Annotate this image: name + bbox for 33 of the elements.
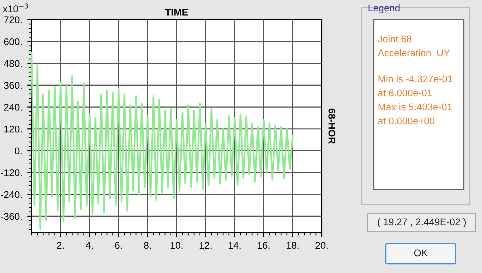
text: Acceleration UY <box>378 49 450 57</box>
x-tick-label: 12. <box>200 242 212 249</box>
text: at 0.000e+00 <box>378 118 435 125</box>
y-tick-label: 600. <box>4 38 22 46</box>
x-tick-label: 16. <box>258 242 270 250</box>
chart-title: TIME <box>165 9 188 16</box>
y-tick-label: 480. <box>4 60 22 68</box>
x-tick-label: 20. <box>316 242 328 250</box>
text: OK <box>414 250 428 257</box>
text: ( 19.27 , 2.449E-02 ) <box>378 218 466 228</box>
y-tick-label: 720. <box>4 16 22 24</box>
x-tick-label: 14. <box>228 242 241 249</box>
y-axis-title: 68-HOR <box>328 108 336 144</box>
y-tick-label: 360. <box>4 82 22 90</box>
x-tick-label: 2. <box>57 242 64 249</box>
y-tick-label: -360. <box>1 213 22 220</box>
x-tick-label: 18. <box>286 242 299 250</box>
x-tick-label: 10. <box>170 242 183 250</box>
y-tick-label: 0. <box>15 148 22 155</box>
line-series <box>30 52 294 230</box>
text: Max is 5.403e-01 <box>378 103 452 111</box>
y-tick-label: 120. <box>4 126 22 133</box>
text: Min is -4.327e-01 <box>378 75 453 83</box>
y-tick-label: -240. <box>1 191 22 198</box>
y-tick-label: 240. <box>4 104 22 111</box>
text: Legend <box>368 4 400 14</box>
text: x10$^{−3}$ <box>3 4 28 13</box>
y-tick-label: -120. <box>1 170 22 176</box>
x-tick-label: 8. <box>144 242 152 250</box>
text: Joint 68 <box>378 35 412 43</box>
text: at 6.000e-01 <box>378 90 432 97</box>
x-tick-label: 4. <box>86 242 94 249</box>
x-tick-label: 6. <box>115 242 122 250</box>
